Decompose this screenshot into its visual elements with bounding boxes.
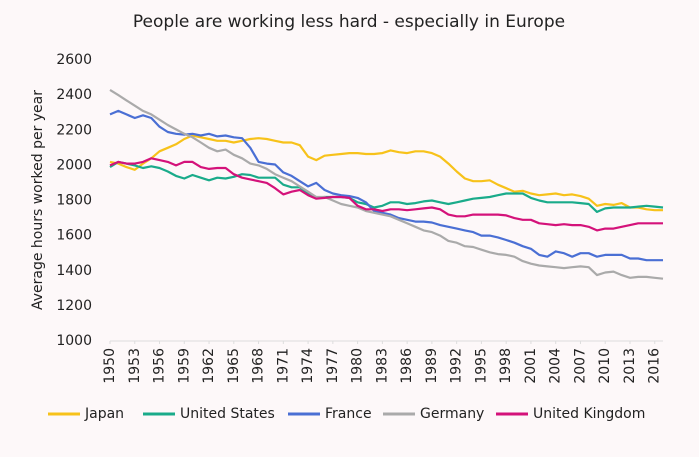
series-line bbox=[109, 160, 664, 213]
y-tick-label: 1400 bbox=[56, 263, 92, 279]
x-tick-label: 2004 bbox=[548, 348, 564, 384]
x-tick-label: 1977 bbox=[325, 348, 341, 384]
x-tick-label: 1956 bbox=[152, 348, 168, 384]
x-tick-label: 1959 bbox=[176, 348, 192, 384]
x-tick-label: 1986 bbox=[399, 348, 415, 384]
x-tick-label: 1998 bbox=[498, 348, 514, 384]
x-tick-label: 1953 bbox=[127, 348, 143, 384]
x-tick-label: 2001 bbox=[523, 348, 539, 384]
y-tick-label: 1600 bbox=[56, 228, 92, 244]
y-axis-label: Average hours worked per year bbox=[30, 90, 46, 310]
x-tick-label: 1974 bbox=[300, 348, 316, 384]
y-tick-label: 1000 bbox=[56, 333, 92, 349]
legend-label: United States bbox=[180, 406, 275, 422]
legend-label: France bbox=[325, 406, 372, 422]
y-tick-label: 1800 bbox=[56, 193, 92, 209]
chart-title: People are working less hard - especiall… bbox=[133, 12, 565, 32]
x-tick-label: 2016 bbox=[647, 348, 663, 384]
legend-label: Japan bbox=[84, 406, 124, 422]
y-tick-label: 2200 bbox=[56, 122, 92, 138]
legend-label: United Kingdom bbox=[533, 406, 645, 422]
y-tick-label: 2400 bbox=[56, 87, 92, 103]
x-tick-label: 2007 bbox=[572, 348, 588, 384]
x-tick-label: 1980 bbox=[350, 348, 366, 384]
x-tick-label: 1965 bbox=[226, 348, 242, 384]
series-line bbox=[109, 157, 663, 232]
series-line bbox=[109, 134, 663, 212]
x-tick-label: 1992 bbox=[449, 348, 465, 384]
x-tick-label: 1989 bbox=[424, 348, 440, 384]
series-line bbox=[109, 109, 663, 262]
series-line bbox=[109, 88, 664, 280]
x-tick-label: 1968 bbox=[251, 348, 267, 384]
x-tick-label: 1950 bbox=[102, 348, 118, 384]
legend-label: Germany bbox=[420, 406, 484, 422]
x-tick-label: 1971 bbox=[275, 348, 291, 384]
x-tick-label: 1983 bbox=[374, 348, 390, 384]
x-tick-label: 1962 bbox=[201, 348, 217, 384]
y-tick-label: 2600 bbox=[56, 52, 92, 68]
x-tick-label: 2010 bbox=[597, 348, 613, 384]
x-tick-label: 1995 bbox=[473, 348, 489, 384]
x-tick-label: 2013 bbox=[622, 348, 638, 384]
y-tick-label: 1200 bbox=[56, 298, 92, 314]
y-tick-label: 2000 bbox=[56, 157, 92, 173]
